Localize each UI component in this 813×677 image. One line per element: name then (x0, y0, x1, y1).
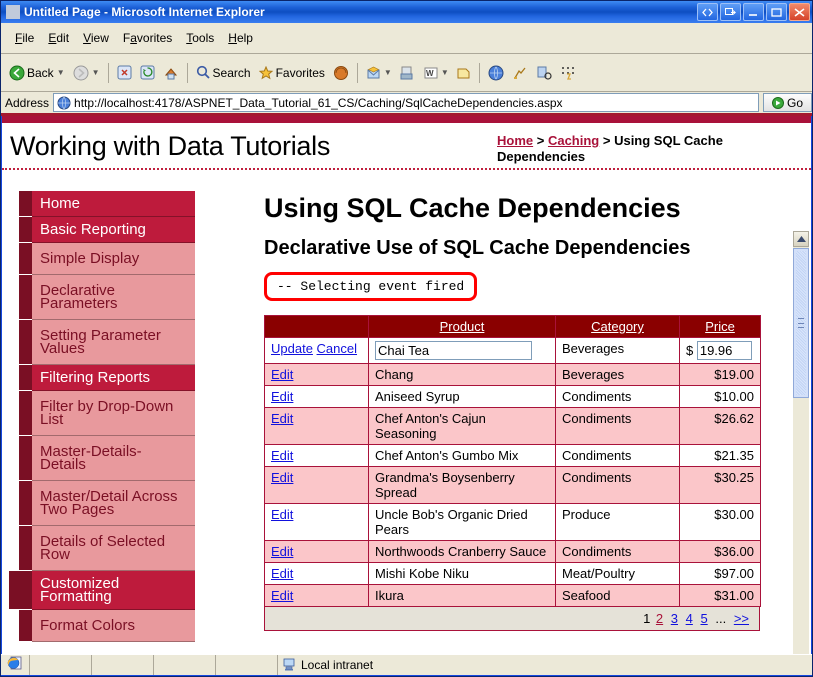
svg-text:W: W (426, 69, 434, 78)
